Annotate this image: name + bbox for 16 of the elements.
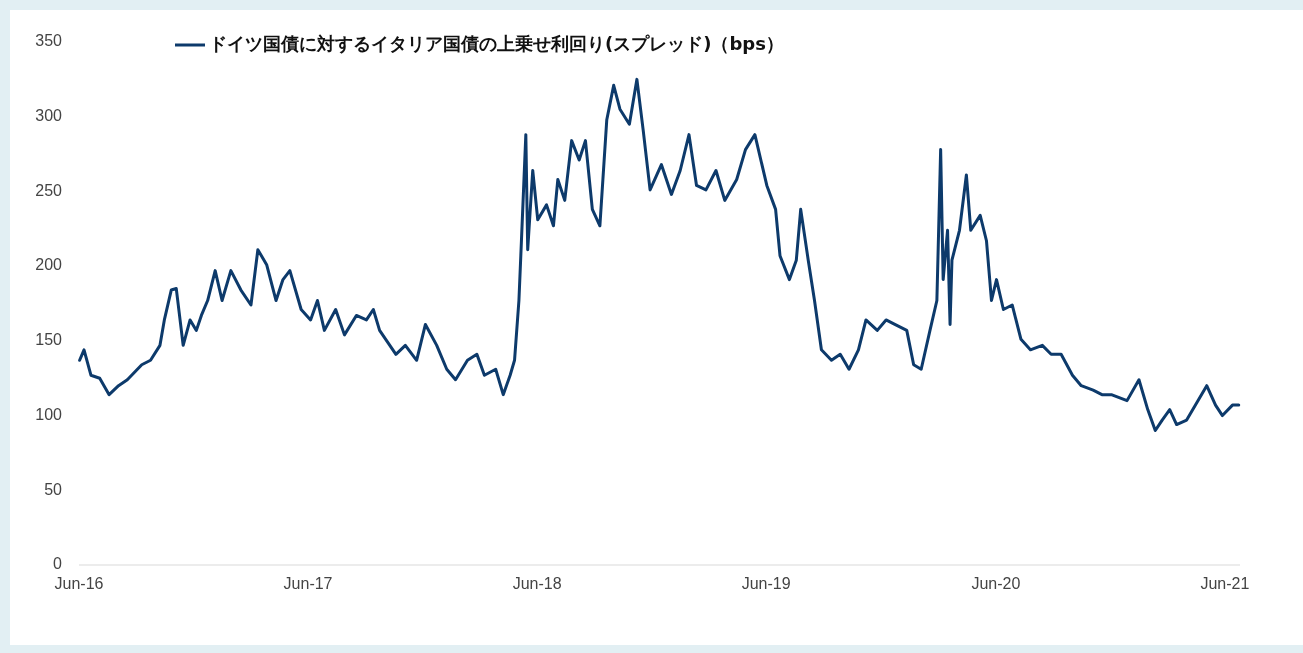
x-tick-label: Jun-19 [741,575,791,592]
y-tick-label: 350 [35,32,63,50]
y-tick-label: 100 [35,405,63,423]
x-tick-label: Jun-20 [971,575,1021,592]
legend-label: ドイツ国債に対するイタリア国債の上乗せ利回り(スプレッド)（bps） [209,33,784,54]
y-tick-label: 0 [53,555,63,573]
y-tick-label: 200 [35,256,63,274]
x-tick-label: Jun-17 [283,575,333,592]
y-tick-label: 300 [35,106,63,124]
x-tick-label: Jun-21 [1200,575,1250,592]
x-tick-label: Jun-16 [54,575,104,592]
line-series [78,77,1241,433]
x-tick-label: Jun-18 [512,575,562,592]
y-tick-label: 150 [35,331,63,349]
y-tick-label: 250 [35,181,63,199]
y-tick-label: 50 [44,480,63,498]
